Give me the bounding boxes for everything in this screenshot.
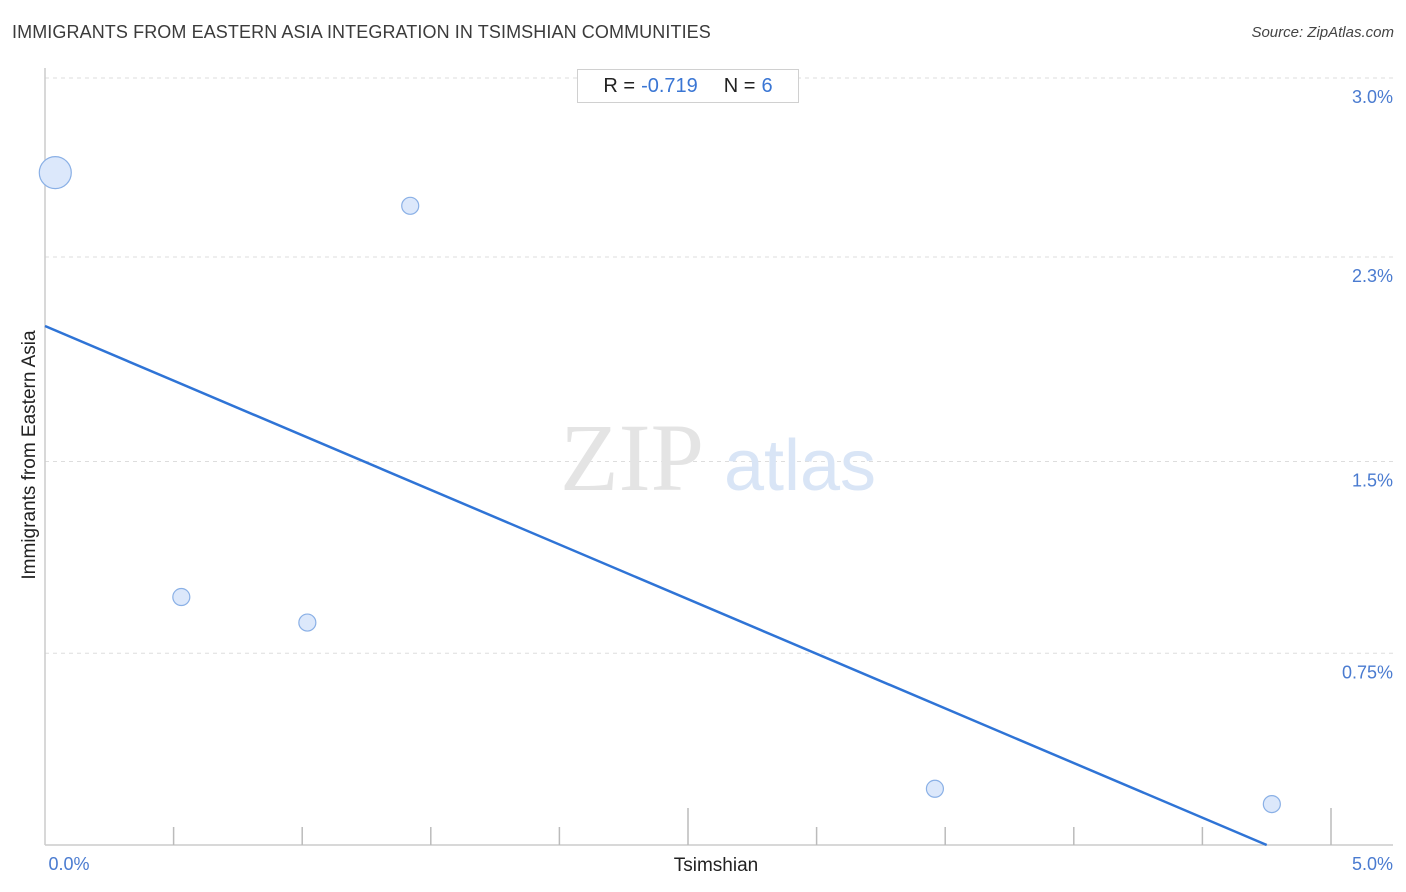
y-tick-label: 3.0% xyxy=(1352,87,1393,107)
axis-layer xyxy=(44,68,1393,846)
n-label: N = xyxy=(723,74,756,97)
n-value: 6 xyxy=(761,74,773,97)
data-point xyxy=(1262,794,1281,814)
data-point xyxy=(401,196,420,215)
source-label: Source: ZipAtlas.com xyxy=(1251,24,1394,41)
trendline xyxy=(44,324,1268,847)
point-layer xyxy=(38,155,1281,814)
watermark-zip: ZIP xyxy=(560,404,704,511)
y-tick-label: 1.5% xyxy=(1352,471,1393,491)
x-axis-title: Tsimshian xyxy=(674,855,758,876)
data-point xyxy=(925,779,945,798)
chart-title: IMMIGRANTS FROM EASTERN ASIA INTEGRATION… xyxy=(12,22,711,42)
watermark: ZIP atlas xyxy=(560,404,876,511)
data-point xyxy=(172,587,191,607)
y-tick-label: 2.3% xyxy=(1352,266,1393,286)
tick-label-layer: 0.75% 1.5% 2.3% 3.0% 0.0% 5.0% xyxy=(48,87,1393,874)
r-value: -0.719 xyxy=(641,74,698,97)
x-tick-label-min: 0.0% xyxy=(48,854,89,874)
data-point xyxy=(298,613,317,632)
data-point xyxy=(38,155,72,190)
y-axis-title: Immigrants from Eastern Asia xyxy=(19,330,40,580)
watermark-atlas: atlas xyxy=(724,426,876,506)
x-tick-label-max: 5.0% xyxy=(1352,854,1393,874)
correlation-box: R = -0.719 N = 6 xyxy=(577,69,799,103)
trendline-layer xyxy=(44,324,1268,847)
y-tick-label: 0.75% xyxy=(1342,662,1393,682)
grid-layer xyxy=(45,77,1393,654)
r-label: R = xyxy=(603,74,636,97)
